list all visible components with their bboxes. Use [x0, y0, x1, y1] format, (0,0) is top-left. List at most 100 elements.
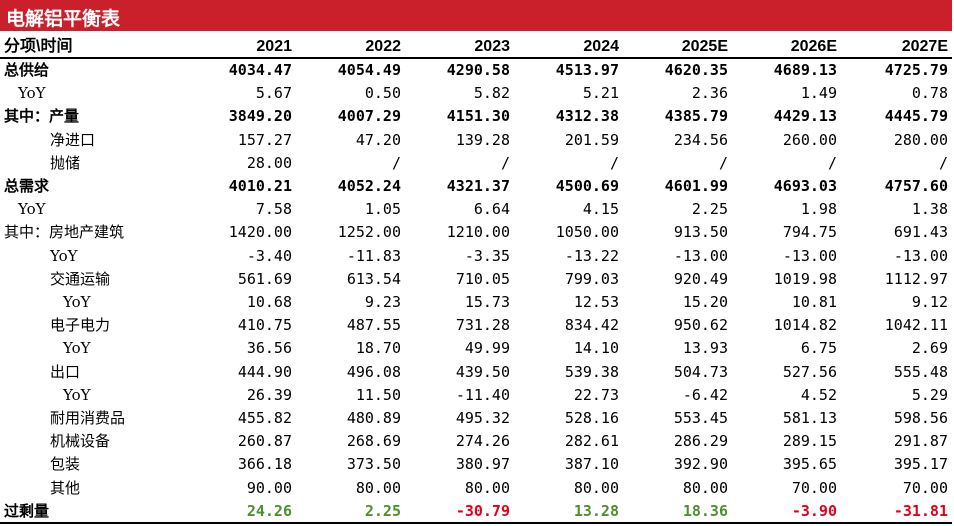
cell-value: 4620.35: [664, 61, 728, 79]
cell-value: 26.39: [246, 385, 292, 404]
header-year: 2023: [474, 38, 510, 55]
cell-value: -13.00: [893, 246, 948, 265]
cell-value: 1210.00: [446, 223, 510, 242]
cell-value: 455.82: [237, 409, 292, 427]
cell-value: 1050.00: [555, 223, 619, 242]
cell-value: 139.28: [455, 130, 510, 149]
cell-value: 395.65: [782, 455, 837, 474]
cell-value: 274.26: [455, 432, 510, 451]
row-label: YoY: [63, 339, 91, 358]
cell-value: 561.69: [237, 269, 292, 288]
header-label: 分项\时间: [4, 38, 73, 55]
cell-value: 13.28: [573, 501, 619, 520]
cell-value: 4054.49: [337, 61, 401, 79]
cell-value: 1019.98: [773, 269, 837, 288]
header-year: 2024: [583, 38, 619, 55]
cell-value: 2.25: [691, 200, 728, 219]
cell-value: 13.93: [682, 339, 728, 358]
cell-value: 4.15: [582, 200, 619, 219]
cell-value: 1112.97: [884, 269, 948, 288]
cell-value: 528.16: [564, 409, 619, 427]
row-label: YoY: [63, 385, 91, 404]
cell-value: 260.87: [237, 432, 292, 451]
cell-value: 4007.29: [337, 107, 401, 126]
cell-value: 920.49: [673, 269, 728, 288]
cell-value: /: [827, 153, 837, 172]
cell-value: 613.54: [346, 269, 401, 288]
cell-value: 18.36: [682, 501, 728, 520]
cell-value: 380.97: [455, 455, 510, 474]
row-label: 其中：房地产建筑: [4, 223, 125, 242]
cell-value: 80.00: [682, 478, 728, 497]
cell-value: 4010.21: [228, 177, 292, 195]
cell-value: 1014.82: [773, 316, 837, 335]
cell-value: -13.00: [782, 246, 837, 265]
cell-value: 24.26: [246, 501, 292, 520]
cell-value: 4725.79: [884, 61, 948, 79]
cell-value: -13.22: [564, 246, 619, 265]
header-year: 2021: [256, 38, 292, 55]
row-label: YoY: [18, 200, 46, 219]
cell-value: 260.00: [782, 130, 837, 149]
table-title: 电解铝平衡表: [6, 8, 121, 30]
row-label: 出口: [50, 362, 81, 381]
row-label: YoY: [50, 246, 78, 265]
cell-value: 4500.69: [555, 177, 619, 195]
row-label: 电子电力: [50, 316, 111, 335]
cell-value: 913.50: [673, 223, 728, 242]
cell-value: 4445.79: [884, 107, 948, 126]
cell-value: -6.42: [682, 385, 728, 404]
cell-value: 36.56: [246, 339, 292, 358]
cell-value: 4429.13: [773, 107, 837, 126]
cell-value: 731.28: [455, 316, 510, 335]
cell-value: /: [718, 153, 728, 172]
cell-value: 3849.20: [228, 107, 292, 126]
cell-value: 70.00: [791, 478, 837, 497]
cell-value: 4.52: [800, 385, 837, 404]
cell-value: 504.73: [673, 362, 728, 381]
cell-value: 799.03: [564, 269, 619, 288]
cell-value: 598.56: [893, 409, 948, 427]
cell-value: 201.59: [564, 130, 619, 149]
cell-value: 1420.00: [228, 223, 292, 242]
row-label: YoY: [63, 293, 91, 311]
cell-value: 1.49: [800, 84, 837, 103]
cell-value: -3.35: [464, 246, 510, 265]
header-year: 2025E: [681, 38, 728, 55]
cell-value: 794.75: [782, 223, 837, 242]
cell-value: 9.23: [364, 293, 401, 311]
cell-value: 2.69: [911, 339, 948, 358]
cell-value: 286.29: [673, 432, 728, 451]
cell-value: -3.90: [791, 501, 837, 520]
cell-value: 15.20: [682, 293, 728, 311]
cell-value: 4290.58: [446, 61, 510, 79]
row-label: 包装: [50, 455, 81, 474]
cell-value: 0.50: [364, 84, 401, 103]
cell-value: 70.00: [902, 478, 948, 497]
cell-value: 439.50: [455, 362, 510, 381]
cell-value: 581.13: [782, 409, 837, 427]
cell-value: 10.68: [246, 293, 292, 311]
cell-value: /: [938, 153, 948, 172]
cell-value: 834.42: [564, 316, 619, 335]
cell-value: 291.87: [893, 432, 948, 451]
cell-value: 527.56: [782, 362, 837, 381]
cell-value: 11.50: [355, 385, 401, 404]
cell-value: -13.00: [673, 246, 728, 265]
row-label: 净进口: [50, 130, 96, 149]
cell-value: 553.45: [673, 409, 728, 427]
cell-value: -11.83: [346, 246, 401, 265]
cell-value: 5.67: [255, 84, 292, 103]
cell-value: 5.29: [911, 385, 948, 404]
cell-value: 4757.60: [884, 177, 948, 195]
cell-value: 5.21: [582, 84, 619, 103]
cell-value: 4689.13: [773, 61, 837, 79]
cell-value: 480.89: [346, 409, 401, 427]
cell-value: 4052.24: [337, 177, 401, 195]
cell-value: 4034.47: [228, 61, 292, 79]
cell-value: 1042.11: [884, 316, 948, 335]
cell-value: 6.64: [473, 200, 510, 219]
cell-value: 4321.37: [446, 177, 510, 195]
header-year: 2022: [365, 38, 401, 55]
